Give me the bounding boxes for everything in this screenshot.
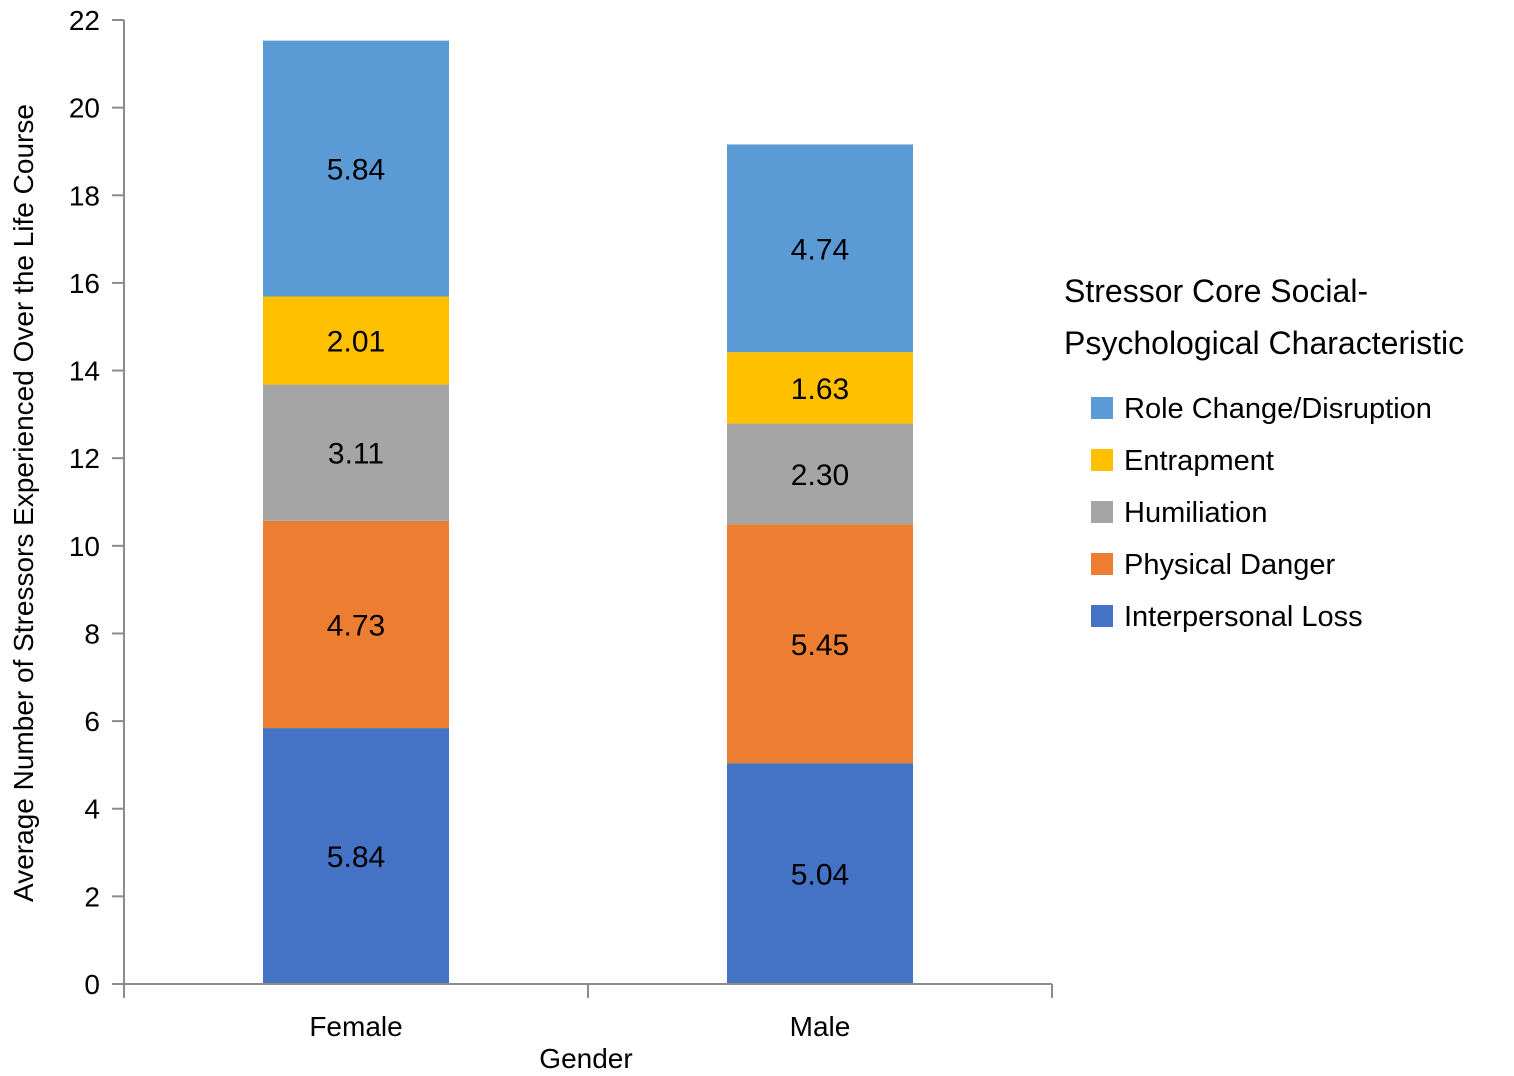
data-label: 5.84	[327, 841, 385, 874]
y-tick-label: 6	[84, 706, 100, 737]
bar-segment	[727, 352, 913, 424]
data-label: 2.01	[327, 326, 385, 359]
bar-segment	[263, 384, 449, 521]
legend-swatch	[1091, 449, 1113, 471]
legend-swatch	[1091, 605, 1113, 627]
y-tick-label: 4	[84, 794, 100, 825]
legend-label: Humiliation	[1124, 497, 1267, 529]
legend-swatch	[1091, 553, 1113, 575]
y-tick-label: 18	[69, 180, 100, 211]
legend-swatch	[1091, 397, 1113, 419]
data-label: 5.45	[791, 629, 849, 662]
data-label: 4.73	[327, 609, 385, 642]
legend-title-line-2: Psychological Characteristic	[1064, 325, 1464, 361]
bar-segment	[727, 144, 913, 353]
y-tick-label: 2	[84, 881, 100, 912]
bar-segment	[727, 763, 913, 984]
legend-title-line-1: Stressor Core Social-	[1064, 273, 1368, 309]
data-label: 4.74	[791, 233, 849, 266]
y-tick-label: 20	[69, 93, 100, 124]
bar-segment	[263, 728, 449, 984]
data-label: 5.04	[791, 859, 849, 892]
y-tick-label: 22	[69, 5, 100, 36]
legend-label: Role Change/Disruption	[1124, 393, 1432, 425]
x-axis-title: Gender	[539, 1043, 632, 1074]
x-category-label: Female	[309, 1011, 402, 1042]
legend-swatch	[1091, 501, 1113, 523]
bar-segment	[263, 40, 449, 297]
y-tick-label: 14	[69, 356, 100, 387]
legend: Stressor Core Social- Psychological Char…	[1064, 273, 1464, 633]
y-tick-label: 0	[84, 969, 100, 1000]
legend-label: Interpersonal Loss	[1124, 601, 1363, 633]
legend-label: Physical Danger	[1124, 549, 1335, 581]
bar-segment	[727, 423, 913, 525]
data-label: 2.30	[791, 459, 849, 492]
bar-segment	[263, 296, 449, 385]
data-label: 1.63	[791, 373, 849, 406]
x-category-label: Male	[790, 1011, 851, 1042]
x-axis: Female Male	[123, 983, 1053, 1042]
data-label: 5.84	[327, 154, 385, 187]
y-tick-label: 8	[84, 618, 100, 649]
bar-segment	[727, 524, 913, 764]
y-tick-label: 12	[69, 443, 100, 474]
bars-group: 5.84 4.73 3.11 2.01 5.84 5.04 5.45 2.30 1.63 4.74	[263, 40, 913, 984]
legend-label: Entrapment	[1124, 445, 1274, 477]
y-axis: 0 2 4 6 8 10 12 14 16 18 20 22	[69, 5, 125, 1000]
y-tick-label: 10	[69, 531, 100, 562]
bar-segment	[263, 520, 449, 729]
y-tick-label: 16	[69, 268, 100, 299]
data-label: 3.11	[328, 438, 384, 471]
y-axis-title: Average Number of Stressors Experienced …	[8, 104, 39, 902]
